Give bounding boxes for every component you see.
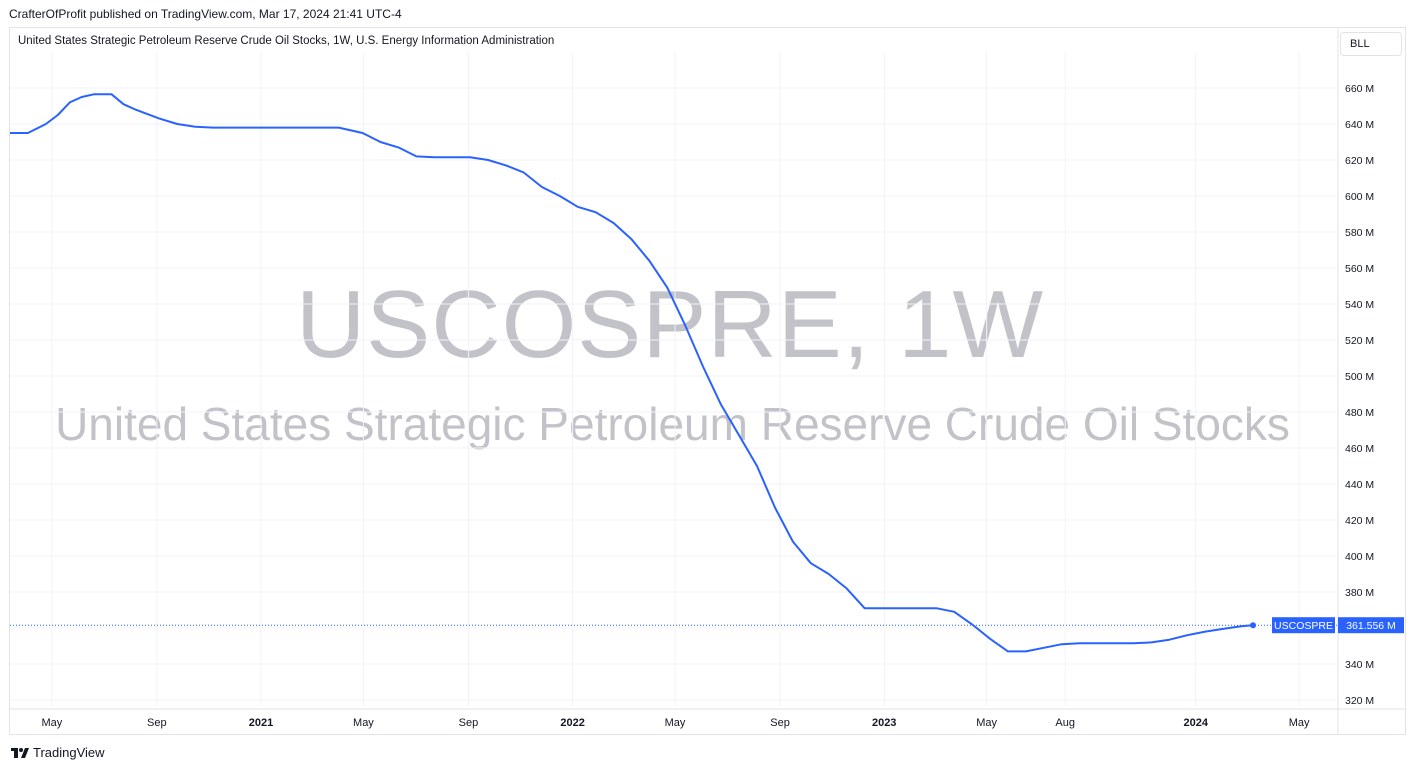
last-value-label: USCOSPRE 361.556 M (1272, 617, 1404, 634)
last-value-symbol: USCOSPRE (1274, 620, 1333, 632)
y-tick-label: 600 M (1345, 191, 1374, 203)
tradingview-brand[interactable]: TradingView (11, 745, 105, 760)
y-tick-label: 400 M (1345, 551, 1374, 563)
scale-menu-button[interactable]: BLL (1340, 32, 1402, 56)
y-tick-label: 620 M (1345, 155, 1374, 167)
series-line-uscospre (10, 93, 1254, 653)
y-tick-label: 560 M (1345, 263, 1374, 275)
y-tick-label: 380 M (1345, 587, 1374, 599)
x-tick-label: 2022 (560, 717, 584, 729)
publisher-line: CrafterOfProfit published on TradingView… (9, 7, 402, 21)
x-tick-label: May (665, 717, 686, 729)
x-tick-label: 2024 (1184, 717, 1209, 729)
y-tick-label: 660 M (1345, 83, 1374, 95)
y-tick-label: 580 M (1345, 227, 1374, 239)
y-tick-label: 440 M (1345, 479, 1374, 491)
grid-lines (10, 28, 1406, 734)
x-tick-label: 2023 (872, 717, 896, 729)
price-axis[interactable]: 660 M 640 M 620 M 600 M 580 M 560 M 540 M 520 M… (1345, 83, 1374, 707)
x-tick-label: May (976, 717, 997, 729)
x-tick-label: May (353, 717, 374, 729)
y-tick-label: 420 M (1345, 515, 1374, 527)
y-tick-label: 500 M (1345, 371, 1374, 383)
chart-frame (9, 27, 1406, 735)
y-tick-label: 340 M (1345, 659, 1374, 671)
last-value-price: 361.556 M (1346, 620, 1396, 632)
series-title: United States Strategic Petroleum Reserv… (18, 35, 555, 47)
y-tick-label: 520 M (1345, 335, 1374, 347)
x-tick-label: Sep (147, 717, 167, 729)
x-tick-label: Sep (770, 717, 790, 729)
x-tick-label: Aug (1055, 717, 1075, 729)
y-tick-label: 320 M (1345, 695, 1374, 707)
x-tick-label: 2021 (249, 717, 273, 729)
y-tick-label: 540 M (1345, 299, 1374, 311)
y-tick-label: 480 M (1345, 407, 1374, 419)
last-value-symbol-bg (1272, 617, 1335, 634)
x-tick-label: Sep (459, 717, 479, 729)
tradingview-logo-icon (11, 747, 29, 758)
watermark-symbol: USCOSPRE, 1W (295, 271, 1045, 378)
y-tick-label: 640 M (1345, 119, 1374, 131)
brand-name: TradingView (33, 745, 105, 760)
time-axis[interactable]: May Sep 2021 May Sep 2022 May Sep 2023 May Aug 2024… (41, 717, 1310, 729)
y-tick-label: 460 M (1345, 443, 1374, 455)
last-value-dot (1250, 622, 1256, 629)
x-tick-label: May (1289, 717, 1310, 729)
x-tick-label: May (41, 717, 62, 729)
last-value-price-bg (1338, 617, 1404, 634)
